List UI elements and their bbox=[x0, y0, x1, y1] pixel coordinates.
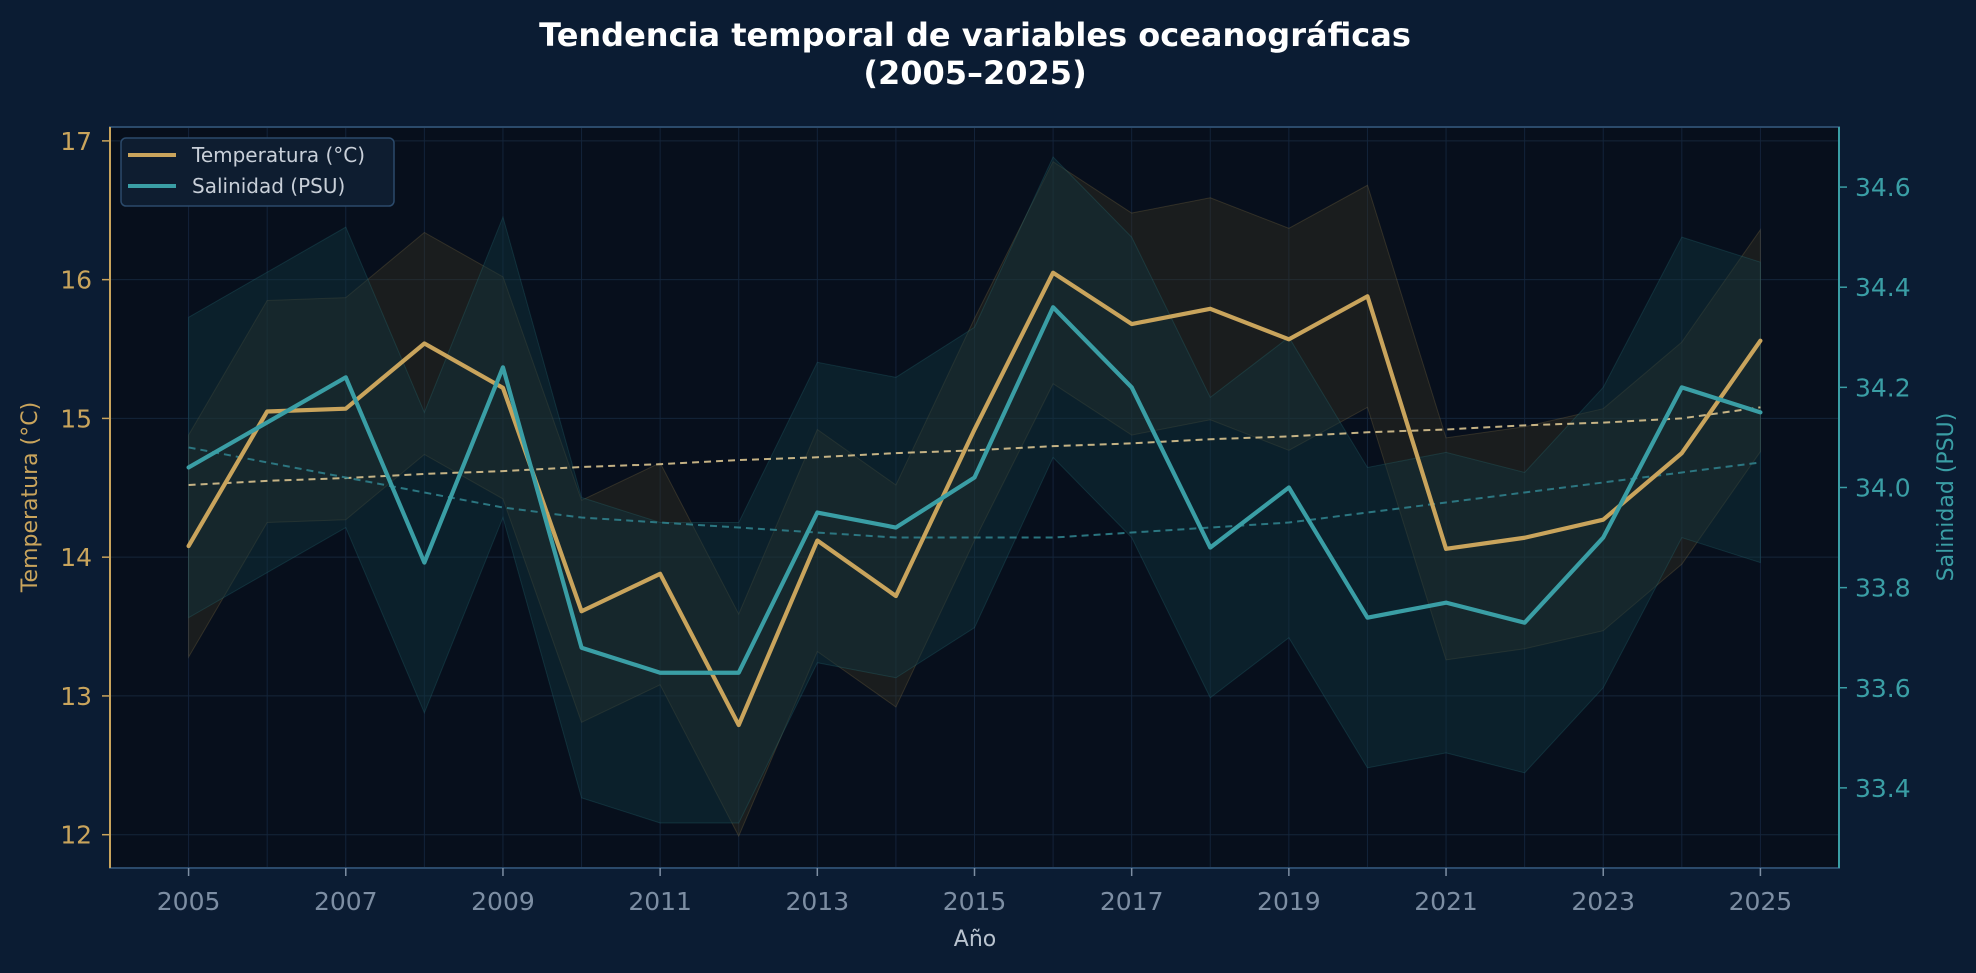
band-salinidad bbox=[188, 156, 1761, 824]
x-tick-label: 2013 bbox=[786, 887, 850, 916]
series-lines bbox=[186, 270, 1763, 728]
x-tick-label: 2007 bbox=[314, 887, 378, 916]
y-left-tick-label: 16 bbox=[60, 266, 92, 295]
x-tick-label: 2011 bbox=[628, 887, 692, 916]
chart-title-line1: Tendencia temporal de variables oceanogr… bbox=[539, 16, 1411, 54]
y-left-tick-label: 15 bbox=[60, 404, 92, 433]
y-left-tick-label: 17 bbox=[60, 127, 92, 156]
y-right-tick-label: 34.4 bbox=[1855, 273, 1911, 302]
x-tick-label: 2025 bbox=[1729, 887, 1793, 916]
y-axis-left-label: Temperatura (°C) bbox=[18, 402, 43, 593]
legend-box bbox=[120, 137, 395, 207]
y-left-tick-label: 13 bbox=[60, 682, 92, 711]
x-tick-label: 2015 bbox=[943, 887, 1007, 916]
y-right-tick-label: 34.6 bbox=[1855, 173, 1911, 202]
x-tick-label: 2019 bbox=[1257, 887, 1321, 916]
confidence-bands bbox=[188, 156, 1761, 838]
legend: Temperatura (°C) Salinidad (PSU) bbox=[120, 137, 395, 207]
y-right-tick-label: 33.6 bbox=[1855, 674, 1911, 703]
series-line-salinidad bbox=[186, 305, 1763, 675]
x-axis-label: Año bbox=[954, 927, 996, 952]
x-tick-label: 2023 bbox=[1571, 887, 1635, 916]
y-right-tick-label: 34.0 bbox=[1855, 473, 1911, 502]
series-line-temperatura bbox=[186, 270, 1763, 728]
x-tick-label: 2017 bbox=[1100, 887, 1164, 916]
trend-line-temperatura bbox=[188, 406, 1761, 487]
y-right-tick-label: 34.2 bbox=[1855, 373, 1911, 402]
x-tick-label: 2021 bbox=[1414, 887, 1478, 916]
axis-ticks: 2005 2007 2009 2011 2013 2015 2017 2019 2021 2023… bbox=[60, 127, 1910, 916]
legend-label-salinidad: Salinidad (PSU) bbox=[192, 174, 345, 198]
band-temperatura bbox=[188, 160, 1761, 838]
x-tick-label: 2009 bbox=[471, 887, 535, 916]
legend-label-temperatura: Temperatura (°C) bbox=[191, 143, 365, 167]
y-left-tick-label: 14 bbox=[60, 543, 92, 572]
x-tick-label: 2005 bbox=[157, 887, 221, 916]
chart-title-line2: (2005–2025) bbox=[863, 54, 1086, 92]
y-right-tick-label: 33.4 bbox=[1855, 774, 1911, 803]
grid bbox=[110, 127, 1839, 868]
y-left-tick-label: 12 bbox=[60, 821, 92, 850]
y-axis-right-label: Salinidad (PSU) bbox=[1934, 413, 1959, 582]
y-right-tick-label: 33.8 bbox=[1855, 574, 1911, 603]
